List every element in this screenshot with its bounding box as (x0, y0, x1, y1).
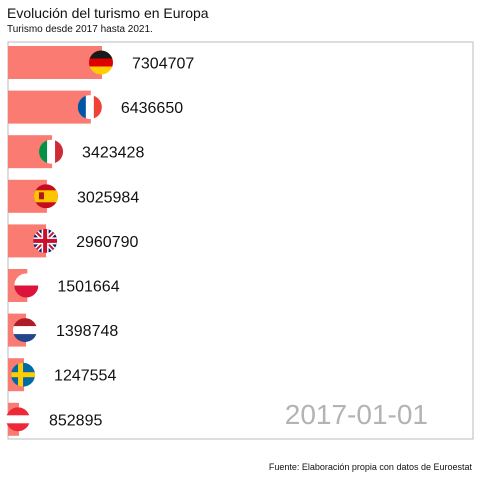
value-label: 2960790 (76, 234, 138, 251)
flag-poland-icon (14, 273, 39, 298)
value-label: 3423428 (82, 145, 144, 162)
chart-subtitle: Turismo desde 2017 hasta 2021. (7, 24, 153, 35)
value-label: 1501664 (57, 279, 119, 296)
value-label: 1247554 (54, 368, 116, 385)
flag-france-icon (77, 95, 102, 120)
flag-spain-icon (33, 184, 58, 209)
chart-title: Evolución del turismo en Europa (7, 5, 209, 21)
value-label: 7304707 (132, 56, 194, 73)
bars-layer: 7304707 6436650 3423428 3025984 2960790 15016… (5, 46, 194, 436)
flag-italy-icon (39, 139, 64, 164)
bar (8, 46, 102, 79)
flag-austria-icon (5, 407, 30, 432)
value-label: 6436650 (121, 100, 183, 117)
bar (8, 90, 91, 124)
date-label: 2017-01-01 (285, 399, 428, 430)
value-label: 3025984 (77, 189, 139, 206)
flag-netherlands-icon (12, 318, 37, 343)
value-label: 1398748 (56, 323, 118, 340)
flag-uk-icon (33, 228, 58, 253)
flag-germany-icon (89, 50, 113, 75)
value-label: 852895 (49, 412, 102, 429)
flag-sweden-icon (11, 362, 36, 387)
chart-source: Fuente: Elaboración propia con datos de … (268, 462, 472, 472)
